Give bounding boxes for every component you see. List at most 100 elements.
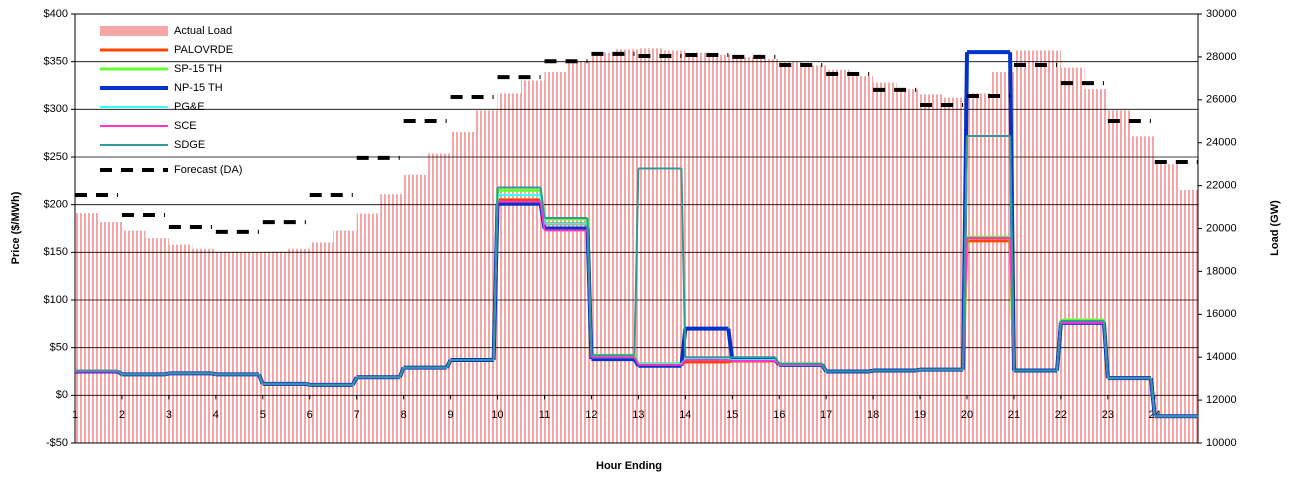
step-riser [117, 369, 123, 376]
load-bar [1060, 67, 1085, 443]
y-tick-label: $250 [44, 151, 68, 163]
load-bar [1084, 89, 1108, 443]
load-bar [708, 54, 733, 443]
step-riser [962, 136, 969, 370]
x-tick-label: 3 [166, 409, 172, 421]
step-riser [539, 201, 546, 231]
step-riser [398, 367, 405, 378]
load-bar [286, 248, 310, 443]
load-bar [967, 93, 991, 444]
y2-tick-label: 22000 [1206, 180, 1237, 192]
step-riser [726, 328, 735, 361]
y-tick-label: $400 [44, 8, 68, 20]
y-tick-label: $100 [44, 294, 68, 306]
x-tick-label: 17 [820, 409, 832, 421]
legend-swatch [100, 26, 168, 36]
y2-tick-label: 16000 [1206, 308, 1237, 320]
load-bar [638, 48, 662, 443]
load-bar [356, 213, 381, 443]
load-bar [990, 71, 1014, 443]
y-tick-label: -$50 [46, 437, 68, 449]
legend-label: NP-15 TH [174, 82, 223, 94]
step-riser [164, 372, 170, 376]
load-bar [333, 230, 357, 443]
y-tick-label: $350 [44, 56, 68, 68]
load-bar [943, 97, 968, 443]
load-bar [802, 65, 827, 443]
load-bar [380, 194, 404, 443]
load-bar [98, 222, 122, 443]
x-tick-label: 12 [585, 409, 597, 421]
step-riser [633, 168, 640, 356]
step-riser [305, 382, 310, 386]
load-bar [75, 213, 99, 443]
y2-tick-label: 28000 [1206, 51, 1237, 63]
y-tick-label: $200 [44, 199, 68, 211]
legend-label: PG&E [174, 101, 205, 113]
step-riser [445, 359, 452, 369]
load-bar [309, 242, 334, 443]
load-bar [873, 82, 897, 443]
step-riser [539, 187, 546, 219]
y-axis-title: Price ($/MWh) [10, 191, 22, 264]
load-bar [685, 52, 709, 444]
legend-label: SCE [174, 120, 197, 132]
step-riser [351, 376, 358, 386]
x-tick-label: 22 [1055, 409, 1067, 421]
y2-tick-label: 24000 [1206, 137, 1237, 149]
y2-tick-label: 12000 [1206, 394, 1237, 406]
load-bar [145, 238, 169, 443]
load-bar [1154, 164, 1179, 443]
legend-label: PALOVRDE [174, 44, 233, 56]
y-tick-label: $0 [56, 389, 68, 401]
step-riser [774, 356, 781, 365]
load-bar [849, 76, 874, 443]
load-bar [614, 49, 639, 444]
x-axis-title: Hour Ending [596, 460, 662, 472]
x-tick-label: 8 [401, 409, 407, 421]
step-riser [1149, 378, 1156, 417]
load-bar [121, 230, 146, 443]
legend-label: SDGE [174, 139, 205, 151]
step-riser [821, 363, 828, 372]
x-tick-label: 9 [448, 409, 454, 421]
load-bar [168, 244, 193, 443]
y-tick-label: $150 [44, 246, 68, 258]
step-riser [492, 187, 499, 361]
load-bar [896, 89, 921, 443]
x-tick-label: 13 [632, 409, 644, 421]
load-bar [1107, 110, 1132, 444]
step-riser [680, 359, 687, 366]
step-riser [1009, 136, 1015, 371]
y2-tick-label: 10000 [1206, 437, 1237, 449]
load-bar [591, 52, 615, 444]
x-tick-label: 14 [679, 409, 691, 421]
x-tick-label: 7 [354, 409, 360, 421]
load-bar [1013, 50, 1038, 444]
x-tick-label: 10 [491, 409, 503, 421]
y2-tick-label: 26000 [1206, 94, 1237, 106]
x-tick-label: 20 [961, 409, 973, 421]
x-tick-label: 23 [1102, 409, 1114, 421]
load-bar [450, 131, 475, 443]
x-tick-label: 15 [726, 409, 738, 421]
step-riser [1102, 320, 1109, 379]
x-tick-label: 16 [773, 409, 785, 421]
step-riser [915, 368, 921, 372]
y2-axis-title: Load (GW) [1269, 200, 1281, 256]
step-riser [633, 356, 640, 366]
y2-tick-label: 18000 [1206, 265, 1237, 277]
load-bar [1131, 136, 1155, 443]
x-tick-label: 2 [119, 409, 125, 421]
y2-tick-label: 30000 [1206, 8, 1237, 20]
load-bar [1178, 189, 1198, 443]
load-bar [427, 153, 451, 444]
load-bar [497, 93, 522, 444]
step-riser [680, 168, 687, 358]
y2-tick-label: 14000 [1206, 351, 1237, 363]
x-tick-label: 4 [213, 409, 219, 421]
step-riser [257, 373, 264, 385]
step-riser [868, 369, 874, 373]
legend-label: SP-15 TH [174, 63, 222, 75]
